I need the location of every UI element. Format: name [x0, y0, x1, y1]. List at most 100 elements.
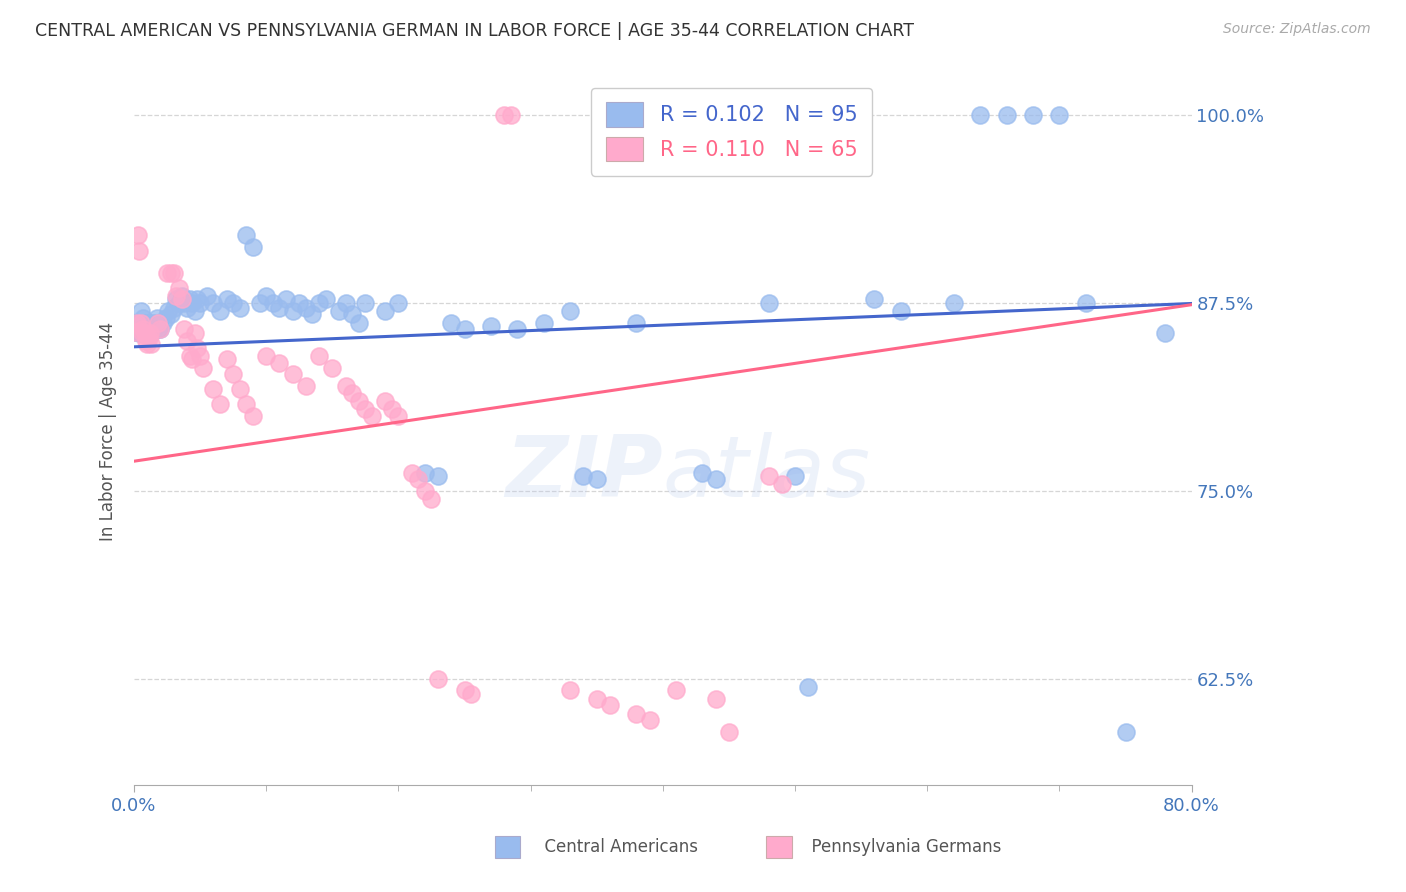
Bar [495, 836, 520, 858]
Point [281, 367, 304, 381]
Point [163, 266, 186, 280]
Point [167, 281, 190, 295]
Point [340, 386, 363, 401]
Point [139, 326, 162, 341]
Point [142, 322, 165, 336]
Point [560, 303, 582, 318]
Point [269, 356, 291, 370]
Point [131, 316, 153, 330]
Point [125, 316, 148, 330]
Point [170, 292, 193, 306]
Point [179, 292, 201, 306]
Point [692, 467, 714, 481]
Point [295, 301, 318, 315]
Point [770, 476, 793, 491]
Text: Central Americans: Central Americans [534, 838, 699, 856]
Point [156, 266, 179, 280]
Point [427, 673, 450, 687]
Point [235, 397, 257, 411]
Point [321, 360, 343, 375]
Point [269, 301, 291, 315]
Point [195, 288, 218, 302]
Point [125, 316, 148, 330]
Point [288, 296, 311, 310]
Point [129, 316, 152, 330]
Point [176, 301, 198, 315]
Point [163, 301, 186, 315]
Point [135, 334, 157, 348]
Point [135, 322, 157, 336]
Point [599, 698, 621, 712]
Point [155, 311, 177, 326]
Point [783, 469, 806, 483]
Point [181, 351, 204, 366]
Y-axis label: In Labor Force | Age 35-44: In Labor Force | Age 35-44 [100, 321, 117, 541]
Point [141, 316, 163, 330]
Point [406, 472, 429, 486]
Point [215, 292, 238, 306]
Bar [766, 836, 792, 858]
Text: ZIP: ZIP [505, 432, 662, 515]
Point [202, 296, 225, 310]
Point [165, 292, 187, 306]
Point [387, 409, 409, 423]
Point [152, 316, 174, 330]
Point [262, 296, 284, 310]
Point [347, 316, 370, 330]
Point [758, 296, 780, 310]
Point [1114, 725, 1136, 739]
Point [146, 322, 169, 336]
Point [460, 688, 482, 702]
Point [208, 397, 231, 411]
Point [499, 108, 522, 122]
Point [387, 296, 409, 310]
Point [229, 301, 252, 315]
Point [134, 326, 156, 341]
Point [1047, 108, 1070, 122]
Point [141, 326, 163, 341]
Point [347, 394, 370, 409]
Point [413, 467, 436, 481]
Point [160, 307, 183, 321]
Point [149, 322, 172, 336]
Point [374, 303, 396, 318]
Point [381, 401, 404, 416]
Point [173, 322, 195, 336]
Point [131, 325, 153, 339]
Point [717, 725, 740, 739]
Point [181, 296, 204, 310]
Point [401, 467, 423, 481]
Point [170, 288, 193, 302]
Point [942, 296, 965, 310]
Point [242, 240, 264, 254]
Point [533, 316, 555, 330]
Point [281, 303, 304, 318]
Point [560, 682, 582, 697]
Point [138, 316, 160, 330]
Point [354, 296, 377, 310]
Point [176, 334, 198, 348]
Point [136, 318, 159, 333]
Point [420, 491, 443, 506]
Point [139, 318, 162, 333]
Point [215, 351, 238, 366]
Point [995, 108, 1018, 122]
Point [340, 307, 363, 321]
Point [143, 316, 166, 330]
Point [141, 318, 163, 333]
Point [149, 322, 172, 336]
Point [222, 367, 245, 381]
Point [453, 682, 475, 697]
Point [315, 292, 337, 306]
Point [138, 322, 160, 336]
Point [160, 266, 183, 280]
Point [165, 288, 187, 302]
Point [665, 682, 688, 697]
Point [157, 303, 180, 318]
Point [191, 360, 214, 375]
Point [128, 326, 150, 341]
Point [184, 303, 207, 318]
Point [354, 401, 377, 416]
Point [758, 469, 780, 483]
Point [797, 680, 820, 694]
